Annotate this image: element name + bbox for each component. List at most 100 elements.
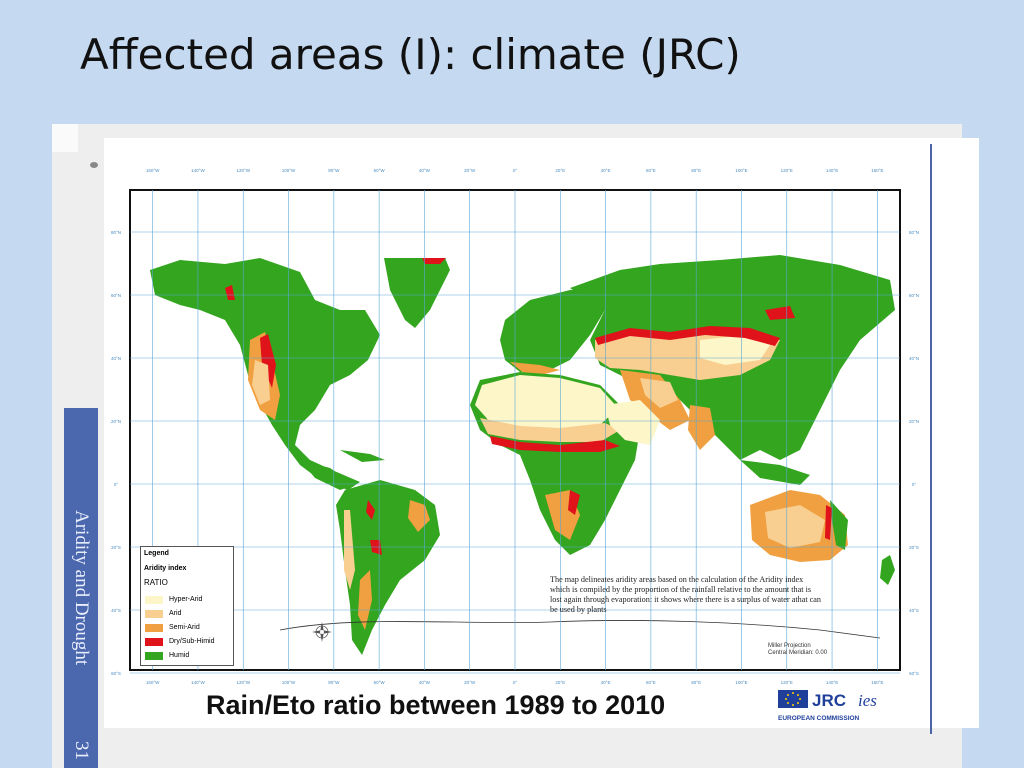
longitude-label: 60°W [374, 168, 386, 173]
figure-corner [52, 124, 78, 152]
slide-title: Affected areas (I): climate (JRC) [80, 30, 741, 79]
siberia-dry [765, 306, 795, 320]
latitude-label: 20°N [909, 419, 919, 424]
longitude-label: 160°E [871, 168, 883, 173]
bullet-dot [90, 162, 98, 168]
legend-item: Arid [145, 609, 181, 618]
longitude-label: 80°W [328, 168, 340, 173]
latitude-label: 20°N [111, 419, 121, 424]
longitude-label: 160°E [871, 680, 883, 685]
australia-east-dry [825, 505, 832, 540]
longitude-label: 40°E [601, 168, 611, 173]
longitude-label: 160°W [146, 680, 160, 685]
latitude-label: 40°S [111, 608, 121, 613]
central-meridian: Central Meridian: 0.00 [768, 650, 828, 656]
longitude-label: 60°E [646, 680, 656, 685]
longitude-labels-top: 160°W 140°W 120°W 100°W 80°W 60°W 40°W 20°W 0° 20… [146, 168, 884, 173]
longitude-label: 60°W [374, 680, 386, 685]
latitude-label: 40°N [909, 356, 919, 361]
steppe-dry [595, 326, 780, 346]
longitude-label: 140°W [191, 168, 205, 173]
legend-label: Dry/Sub-Himid [169, 638, 215, 645]
world-map: 160°W 140°W 120°W 100°W 80°W 60°W 40°W 20°W 0° 20… [111, 168, 919, 685]
longitude-label: 0° [513, 168, 518, 173]
longitude-label: 40°W [419, 168, 431, 173]
latitude-label: 60°N [909, 293, 919, 298]
indonesia [740, 460, 810, 485]
side-label: Aridity and Drought [71, 510, 92, 666]
zambia-dry [568, 490, 580, 515]
legend-swatch [145, 651, 163, 660]
latitude-label: 20°S [111, 545, 121, 550]
map-note: The map delineates aridity areas based o… [550, 575, 822, 614]
legend-swatch [145, 609, 163, 618]
legend-index-label: Aridity index [144, 565, 187, 572]
longitude-label: 80°E [691, 680, 701, 685]
longitude-label: 40°W [419, 680, 431, 685]
longitude-label: 140°E [826, 168, 838, 173]
latitude-labels-right: 80°N 60°N 40°N 20°N 0° 20°S 40°S 60°S [909, 230, 919, 676]
gobi-hyperarid [700, 335, 770, 365]
longitude-label: 100°E [735, 680, 747, 685]
longitude-label: 140°W [191, 680, 205, 685]
legend-swatch [145, 595, 163, 604]
longitude-label: 120°W [236, 680, 250, 685]
latitude-label: 40°S [909, 608, 919, 613]
sa-venezuela-dry [366, 500, 375, 520]
greenland [384, 258, 450, 328]
longitude-label: 80°E [691, 168, 701, 173]
latitude-labels-left: 80°N 60°N 40°N 20°N 0° 20°S 40°S 60°S [111, 230, 121, 676]
new-zealand [880, 555, 895, 585]
latitude-label: 80°N [111, 230, 121, 235]
side-text: Aridity and Drought 31 [64, 408, 98, 768]
longitude-label: 20°W [464, 680, 476, 685]
latitude-label: 80°N [909, 230, 919, 235]
latitude-label: 60°S [111, 671, 121, 676]
longitude-label: 0° [513, 680, 518, 685]
jrc-logo: JRC ies EUROPEAN COMMISSION [778, 690, 877, 722]
longitude-label: 160°W [146, 168, 160, 173]
legend-label: Arid [169, 610, 182, 617]
legend-title: Legend [144, 550, 169, 557]
latitude-label: 60°S [909, 671, 919, 676]
longitude-label: 20°W [464, 168, 476, 173]
side-band: Aridity and Drought 31 [64, 408, 98, 768]
greenland-dry [422, 258, 446, 264]
latitude-label: 0° [912, 482, 917, 487]
patagonia-semiarid [358, 570, 372, 630]
logo-name: JRC [812, 691, 846, 710]
logo-suffix: ies [858, 691, 877, 710]
longitude-label: 120°E [781, 168, 793, 173]
graticule [130, 190, 900, 674]
antarctica-outline [279, 620, 881, 639]
alaska-dry [225, 285, 235, 300]
legend: Legend Aridity index RATIO Hyper-Arid Ari… [140, 546, 234, 666]
sahara-hyperarid [475, 375, 618, 430]
longitude-label: 100°W [282, 168, 296, 173]
legend-item: Hyper-Arid [145, 595, 202, 604]
arabia-hyperarid [605, 400, 660, 445]
sahel-dry [490, 436, 620, 452]
australia-arid [765, 505, 825, 548]
longitude-label: 140°E [826, 680, 838, 685]
atacama-arid [344, 510, 355, 590]
blue-rule [930, 144, 932, 734]
legend-item: Humid [145, 651, 189, 660]
longitude-label: 40°E [601, 680, 611, 685]
longitude-label: 20°E [555, 680, 565, 685]
longitude-label: 120°E [781, 680, 793, 685]
india-semiarid [688, 405, 715, 450]
legend-ratio-label: RATIO [144, 578, 168, 587]
na-west-dry [260, 334, 276, 388]
caribbean [340, 450, 385, 462]
longitude-label: 80°W [328, 680, 340, 685]
legend-label: Humid [169, 652, 190, 659]
legend-item: Semi-Arid [145, 623, 200, 632]
mediterranean-semiarid [510, 362, 560, 378]
page-number: 31 [71, 741, 92, 760]
longitude-label: 20°E [555, 168, 565, 173]
longitude-label: 120°W [236, 168, 250, 173]
europe [500, 288, 605, 372]
na-west-arid [252, 360, 270, 405]
projection-info: Miller Projection Central Meridian: 0.00 [768, 643, 827, 657]
